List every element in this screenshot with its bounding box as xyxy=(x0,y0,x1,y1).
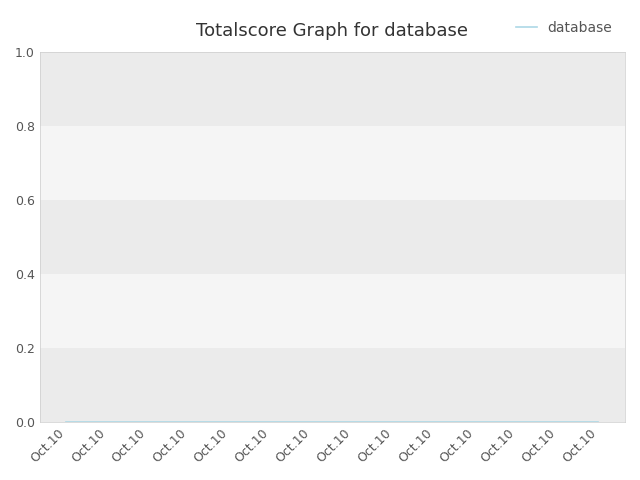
database xyxy=(104,419,111,424)
Legend: database: database xyxy=(510,15,618,40)
database xyxy=(186,419,193,424)
database xyxy=(227,419,234,424)
database xyxy=(308,419,316,424)
database xyxy=(63,419,70,424)
database xyxy=(349,419,356,424)
database xyxy=(390,419,397,424)
database xyxy=(472,419,479,424)
database xyxy=(431,419,438,424)
Bar xyxy=(40,52,625,126)
Bar xyxy=(40,274,625,348)
database xyxy=(145,419,152,424)
Bar xyxy=(40,126,625,200)
Bar xyxy=(40,200,625,274)
database xyxy=(554,419,561,424)
Bar xyxy=(40,348,625,421)
database xyxy=(513,419,520,424)
Title: Totalscore Graph for database: Totalscore Graph for database xyxy=(196,22,468,40)
database xyxy=(268,419,275,424)
database xyxy=(595,419,602,424)
